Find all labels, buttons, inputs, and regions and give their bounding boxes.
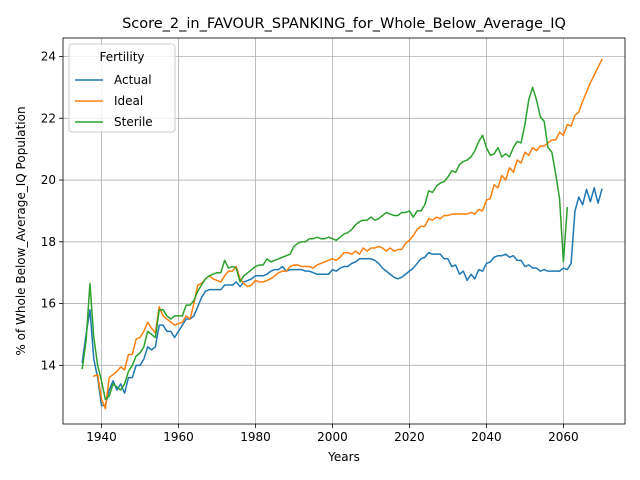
y-tick-label: 18 [41,235,56,249]
x-axis-label: Years [327,450,360,464]
y-tick-label: 14 [41,358,56,372]
x-tick-label: 1940 [86,430,117,444]
x-tick-label: 2000 [317,430,348,444]
x-tick-label: 2020 [394,430,425,444]
series-line-actual [81,187,603,407]
plot-frame [62,37,626,425]
legend-box [68,43,176,133]
legend: Fertility Actual Ideal Sterile [68,43,176,133]
legend-entries: Actual Ideal Sterile [75,73,153,129]
series-line-sterile [81,86,569,401]
x-tick-label: 2040 [471,430,502,444]
x-tick-label: 1960 [163,430,194,444]
legend-label-actual: Actual [114,73,152,87]
y-tick-label: 20 [41,173,56,187]
series-lines [81,58,603,410]
legend-title: Fertility [99,50,144,64]
axis-ticks: 1940 1960 1980 2000 2020 2040 2060 14 16 18 20 22 24 [41,50,579,444]
legend-label-sterile: Sterile [114,115,153,129]
grid-lines [63,38,625,424]
y-axis-label: % of Whole Below_Average_IQ Population [14,106,28,355]
legend-label-ideal: Ideal [114,94,143,108]
chart-title: Score_2_in_FAVOUR_SPANKING_for_Whole_Bel… [122,16,566,32]
y-tick-label: 16 [41,297,56,311]
y-tick-label: 24 [41,50,56,64]
x-tick-label: 2060 [548,430,579,444]
y-tick-label: 22 [41,111,56,125]
series-line-ideal [92,58,603,410]
x-tick-label: 1980 [240,430,271,444]
